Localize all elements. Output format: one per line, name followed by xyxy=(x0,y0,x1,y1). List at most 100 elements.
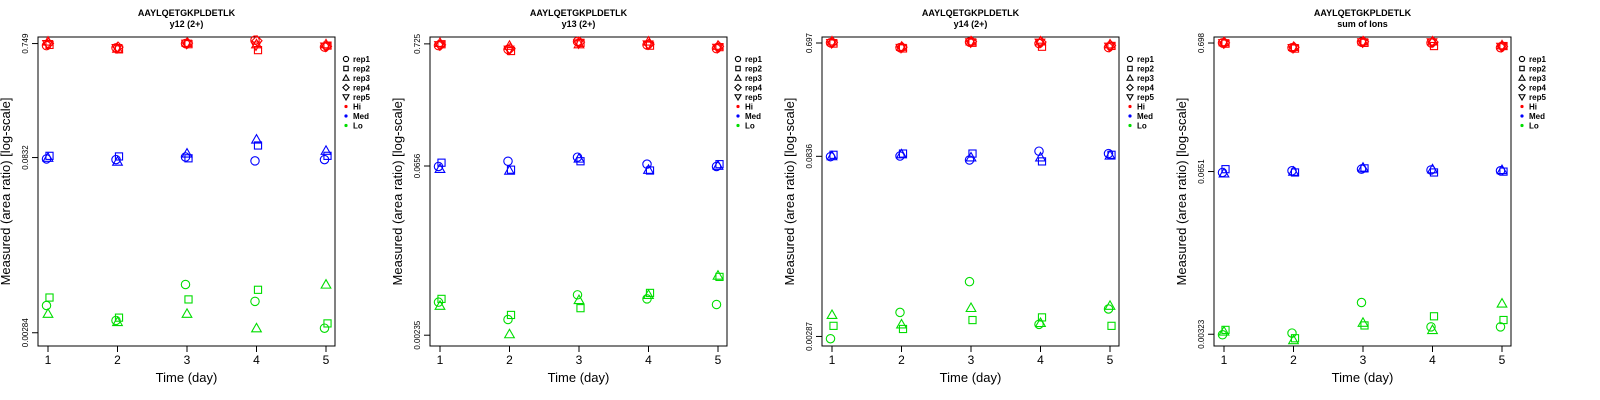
legend-label: rep2 xyxy=(1137,65,1154,74)
data-point-hi-rep5-day1 xyxy=(1217,39,1230,50)
data-point-lo-rep3-day1 xyxy=(434,299,446,310)
y-tick-label: 0.698 xyxy=(1197,32,1206,53)
plot-frame xyxy=(37,36,336,347)
legend-label: rep4 xyxy=(1137,84,1154,93)
data-point-hi-rep5-day2 xyxy=(895,43,907,54)
legend-label: rep1 xyxy=(745,55,762,64)
data-point-lo-rep1-day5 xyxy=(319,323,330,333)
legend-marker-rep1 xyxy=(342,55,350,63)
data-point-med-rep3-day1 xyxy=(434,162,446,174)
data-point-lo-rep3-day4 xyxy=(642,288,655,300)
legend-marker-rep2 xyxy=(1127,65,1133,72)
data-point-hi-rep5-day3 xyxy=(180,39,193,50)
x-tick-label: 4 xyxy=(1037,353,1044,367)
y-axis-label: Measured (area ratio) [log-scale] xyxy=(1174,98,1189,286)
legend-marker-rep2 xyxy=(735,65,741,72)
data-point-med-rep3-day5 xyxy=(1496,164,1508,175)
data-point-med-rep3-day2 xyxy=(895,148,908,159)
legend-label: rep3 xyxy=(1529,74,1546,83)
y-tick-label: 0.0656 xyxy=(413,153,422,178)
legend-label: Lo xyxy=(353,122,363,131)
data-point-hi-rep5-day1 xyxy=(41,40,54,51)
data-point-hi-rep5-day1 xyxy=(825,38,838,50)
legend-marker-rep3 xyxy=(734,73,742,81)
y-tick-label: 0.0836 xyxy=(805,144,814,169)
data-point-med-rep2-day3 xyxy=(576,157,585,166)
data-point-med-rep3-day2 xyxy=(503,164,516,175)
data-point-med-rep2-day5 xyxy=(323,151,332,160)
data-point-lo-rep1-day3 xyxy=(1356,297,1367,308)
data-point-lo-rep3-day1 xyxy=(1218,325,1230,336)
legend-marker-med xyxy=(736,114,740,118)
data-point-lo-rep3-day3 xyxy=(573,294,585,305)
x-tick-label: 4 xyxy=(1429,353,1436,367)
data-point-lo-rep2-day1 xyxy=(45,293,54,302)
data-point-med-rep3-day2 xyxy=(1287,165,1300,176)
legend-marker-rep3 xyxy=(1518,73,1526,81)
data-point-lo-rep3-day3 xyxy=(965,301,977,313)
legend-marker-lo xyxy=(1128,123,1132,128)
data-point-lo-rep3-day1 xyxy=(42,307,54,318)
data-point-lo-rep3-day5 xyxy=(320,278,332,289)
data-point-lo-rep2-day3 xyxy=(576,304,585,313)
data-point-lo-rep2-day5 xyxy=(1107,321,1116,330)
legend-marker-rep2 xyxy=(343,65,349,72)
data-point-med-rep3-day4 xyxy=(1034,151,1047,162)
y-tick-label: 0.0651 xyxy=(1197,159,1206,184)
legend-label: Med xyxy=(1137,112,1153,121)
data-point-hi-rep3-day3 xyxy=(1357,35,1369,46)
x-tick-label: 4 xyxy=(645,353,652,367)
legend-label: rep5 xyxy=(1529,93,1546,102)
x-axis-label: Time (day) xyxy=(156,370,218,385)
data-point-lo-rep1-day2 xyxy=(111,315,121,326)
legend-marker-rep5 xyxy=(734,94,742,102)
x-tick-label: 3 xyxy=(1360,353,1367,367)
y-tick-label: 0.00287 xyxy=(805,321,814,350)
legend-label: rep1 xyxy=(1137,55,1154,64)
data-point-lo-rep3-day5 xyxy=(1104,299,1116,310)
y-axis-label: Measured (area ratio) [log-scale] xyxy=(390,98,405,286)
x-tick-label: 5 xyxy=(1499,353,1506,367)
data-point-lo-rep2-day2 xyxy=(898,324,908,334)
x-tick-label: 5 xyxy=(323,353,330,367)
legend-marker-hi xyxy=(736,104,740,109)
legend-marker-hi xyxy=(1520,104,1524,109)
data-point-lo-rep3-day2 xyxy=(503,328,516,339)
data-point-hi-rep5-day2 xyxy=(111,44,123,55)
data-point-lo-rep3-day3 xyxy=(181,307,193,318)
legend-marker-rep3 xyxy=(1126,73,1134,81)
data-point-hi-rep3-day2 xyxy=(895,40,908,51)
data-point-hi-rep5-day4 xyxy=(1426,38,1438,49)
data-point-hi-rep5-day2 xyxy=(503,45,515,56)
data-point-hi-rep5-day5 xyxy=(1103,42,1116,53)
data-point-lo-rep1-day1 xyxy=(825,333,836,344)
data-point-med-rep3-day1 xyxy=(1218,167,1230,178)
data-point-lo-rep3-day1 xyxy=(826,308,838,320)
data-point-lo-rep1-day3 xyxy=(572,290,583,300)
legend-marker-med xyxy=(1128,114,1132,118)
x-tick-label: 4 xyxy=(253,353,260,367)
plot-frame xyxy=(429,36,728,347)
data-point-lo-rep1-day4 xyxy=(250,296,260,307)
legend-marker-rep4 xyxy=(1518,83,1526,92)
data-point-lo-rep1-day5 xyxy=(711,299,722,310)
data-point-med-rep3-day5 xyxy=(320,144,332,155)
data-point-med-rep3-day2 xyxy=(111,155,124,166)
chart-subtitle: y12 (2+) xyxy=(170,19,204,29)
x-tick-label: 1 xyxy=(437,353,444,367)
data-point-lo-rep1-day5 xyxy=(1495,322,1506,332)
chart-subtitle: y14 (2+) xyxy=(954,19,988,29)
legend-marker-rep4 xyxy=(1126,83,1134,92)
plot-frame xyxy=(821,36,1120,347)
data-point-med-rep3-day1 xyxy=(826,150,838,161)
x-tick-label: 3 xyxy=(968,353,975,367)
y-tick-label: 0.00323 xyxy=(1197,319,1206,348)
data-point-lo-rep2-day3 xyxy=(184,295,193,304)
x-axis-label: Time (day) xyxy=(1332,370,1394,385)
data-point-lo-rep3-day3 xyxy=(1357,316,1369,327)
x-tick-label: 1 xyxy=(1221,353,1228,367)
data-point-hi-rep5-day5 xyxy=(1495,42,1508,53)
